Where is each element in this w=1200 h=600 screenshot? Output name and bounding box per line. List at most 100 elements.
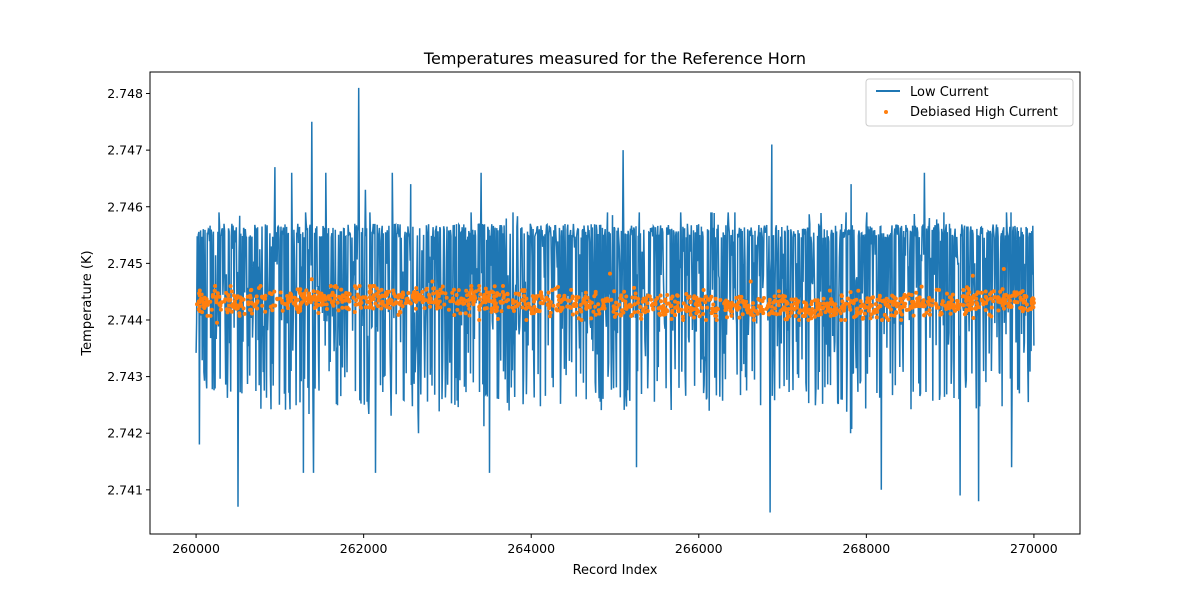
scatter-point xyxy=(544,295,549,300)
scatter-point xyxy=(1000,287,1005,292)
y-axis: 2.741 2.742 2.743 2.744 2.745 2.746 2.747 2.748 xyxy=(107,86,150,497)
scatter-point xyxy=(676,309,681,314)
scatter-point xyxy=(681,318,686,322)
scatter-point xyxy=(467,290,472,295)
scatter-point xyxy=(501,295,506,300)
scatter-point xyxy=(242,311,247,316)
scatter-point xyxy=(430,279,435,284)
scatter-point xyxy=(272,289,277,294)
scatter-point xyxy=(570,312,575,317)
scatter-point xyxy=(495,305,500,310)
scatter-point xyxy=(583,290,588,295)
scatter-point xyxy=(868,316,873,321)
scatter-point xyxy=(197,304,202,309)
scatter-point xyxy=(792,301,797,306)
x-tick-label: 260000 xyxy=(172,541,220,556)
scatter-point xyxy=(238,295,243,300)
scatter-point xyxy=(675,306,680,311)
scatter-point xyxy=(948,311,953,316)
scatter-point xyxy=(914,303,918,308)
scatter-point xyxy=(950,292,955,297)
scatter-point xyxy=(422,306,427,311)
scatter-point xyxy=(200,310,205,315)
scatter-point xyxy=(985,297,990,302)
scatter-point xyxy=(304,288,309,293)
scatter-point xyxy=(357,284,362,288)
scatter-point xyxy=(358,302,363,307)
scatter-point xyxy=(899,299,904,304)
scatter-point xyxy=(369,296,374,301)
scatter-point xyxy=(532,304,537,309)
y-tick-label: 2.746 xyxy=(107,199,143,214)
scatter-point xyxy=(536,293,541,298)
scatter-point xyxy=(524,305,529,310)
scatter-point xyxy=(522,298,527,303)
scatter-point xyxy=(212,288,217,293)
scatter-point xyxy=(492,302,497,307)
scatter-point xyxy=(391,288,396,293)
scatter-point xyxy=(983,294,988,299)
scatter-point xyxy=(793,314,798,318)
scatter-point xyxy=(751,301,756,306)
scatter-point xyxy=(656,306,661,311)
scatter-point xyxy=(686,295,690,300)
scatter-point xyxy=(354,298,359,303)
scatter-point xyxy=(234,306,239,311)
scatter-point xyxy=(534,307,539,312)
scatter-point xyxy=(973,305,978,310)
scatter-point xyxy=(645,301,650,306)
scatter-point xyxy=(228,284,233,289)
scatter-point xyxy=(312,293,317,298)
scatter-point xyxy=(225,310,230,315)
scatter-point xyxy=(1004,292,1008,297)
scatter-point xyxy=(320,299,325,304)
scatter-point xyxy=(483,286,488,291)
scatter-point xyxy=(539,290,544,295)
scatter-point xyxy=(692,315,696,320)
scatter-point xyxy=(367,290,372,295)
scatter-point xyxy=(916,300,921,305)
scatter-point xyxy=(482,296,487,301)
scatter-point xyxy=(471,302,476,307)
scatter-point xyxy=(229,289,234,294)
scatter-point xyxy=(459,296,464,301)
scatter-point xyxy=(578,303,583,307)
scatter-point xyxy=(965,302,970,307)
scatter-point xyxy=(636,300,640,305)
scatter-point xyxy=(694,295,699,300)
scatter-point xyxy=(734,295,739,300)
scatter-point xyxy=(924,310,929,315)
scatter-point xyxy=(446,307,451,312)
scatter-point xyxy=(860,316,865,321)
scatter-point xyxy=(345,306,349,311)
scatter-point xyxy=(574,302,578,307)
scatter-point xyxy=(218,307,223,312)
scatter-point xyxy=(484,306,489,311)
scatter-point xyxy=(384,304,389,309)
scatter-point xyxy=(452,287,456,292)
scatter-point xyxy=(345,295,350,300)
scatter-point xyxy=(636,297,641,301)
scatter-point xyxy=(630,295,635,300)
scatter-point xyxy=(512,309,516,313)
scatter-point xyxy=(520,305,525,310)
scatter-point xyxy=(574,295,579,299)
scatter-point xyxy=(495,317,500,321)
y-tick-label: 2.742 xyxy=(107,426,143,441)
scatter-point xyxy=(387,306,392,310)
scatter-point xyxy=(448,299,453,304)
scatter-point xyxy=(442,302,447,307)
scatter-point xyxy=(673,299,677,304)
scatter-point xyxy=(801,314,805,318)
scatter-point xyxy=(859,309,864,314)
plot-frame xyxy=(149,71,1081,535)
scatter-point xyxy=(706,297,711,302)
scatter-point xyxy=(298,303,303,308)
scatter-point xyxy=(742,304,747,309)
scatter-point xyxy=(477,304,482,309)
scatter-point xyxy=(593,304,598,309)
scatter-point xyxy=(1027,306,1032,311)
scatter-point xyxy=(550,288,555,293)
scatter-point xyxy=(979,290,984,295)
scatter-point xyxy=(653,302,658,307)
